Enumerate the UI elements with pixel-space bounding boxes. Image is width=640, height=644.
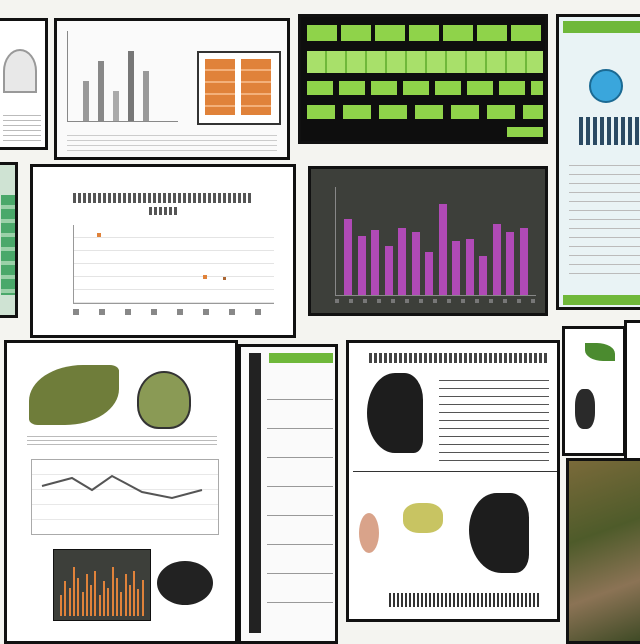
chart-subtitle-scribble [149,207,177,215]
orange-bar [94,570,97,616]
title-scribble [369,353,549,363]
purple-bar [398,228,406,295]
data-point [203,275,207,279]
tile-narrow-list-panel [238,344,338,644]
purple-bar [411,232,420,295]
x-axis-ticks [73,309,273,315]
bird-sketch [469,493,529,573]
panel-divider [353,471,557,472]
orange-bar [60,595,62,616]
purple-bar [492,223,501,295]
grasshopper-sketch [403,503,443,533]
orange-bar [111,567,114,616]
purple-bar [344,219,352,295]
tile-purple-bar-chart [308,166,548,316]
purple-bar [438,204,447,295]
orange-bar [85,574,88,616]
axis-ticks [335,299,535,303]
purple-bar [506,232,514,295]
data-point [223,277,226,280]
orange-bar [128,584,131,616]
orange-bar [64,581,67,616]
orange-bar [141,579,144,616]
sketch-image [3,49,37,93]
text-lines [27,433,217,445]
tile-terrain-photo [566,458,640,644]
orange-bar [115,577,118,616]
text-lines [3,111,41,141]
purple-bar [425,251,433,295]
tile-bird-illustration-document [346,340,560,622]
bird-silhouette [367,373,423,453]
orange-bar [103,581,105,616]
green-row-2 [307,51,543,73]
purple-bar [357,235,366,295]
orange-bar [98,595,101,616]
leaf-graphic [585,343,615,361]
stem-graphic [575,389,595,429]
purple-bar [371,230,379,295]
blue-circle-icon [589,69,623,103]
bars-group [335,187,536,296]
text-lines [569,157,640,277]
plot-area [73,225,274,304]
tile-right-edge-text-document [624,320,640,470]
tile-blue-icon-document [556,14,640,310]
purple-bar [519,228,528,295]
pod-illustration [137,371,191,429]
orange-bar [72,567,75,616]
footer-lines [67,131,277,151]
orange-bar [90,584,93,616]
tile-line-chart-with-scatter [30,164,296,338]
text-block [439,373,549,467]
orange-bar [81,591,84,616]
green-row-4 [307,105,543,119]
orange-bar [137,589,140,616]
purple-bar [452,241,460,295]
green-header [563,21,640,33]
orange-bar [133,570,136,616]
tile-plant-photo-strip [562,326,626,456]
purple-bar [465,238,474,295]
list-rows [267,371,333,631]
green-row-1 [307,25,543,41]
chart-area [67,31,178,122]
orange-bar [124,574,127,616]
orange-bar [107,588,110,616]
green-header [269,353,333,363]
tile-top-left-partial [0,18,48,150]
barcode-footer [389,593,539,607]
tile-green-spreadsheet [298,14,548,144]
line-series [41,474,203,500]
dark-divider [249,353,261,633]
orange-panel [197,51,281,125]
tile-top-bar-chart-with-orange-panel [54,18,290,160]
tile-left-edge-green-chart [0,162,18,318]
figure-sketches [359,513,379,553]
green-row-3 [307,81,543,95]
orange-bar [120,591,123,616]
purple-bar [479,256,487,295]
leaf-illustration [29,365,119,425]
orange-bar [68,588,71,616]
green-footer [563,295,640,305]
orange-bar [77,577,80,616]
chart-title-scribble [73,193,253,203]
tile-leaf-illustration-report [4,340,238,644]
orange-bar-chart [53,549,151,621]
dark-text-block [579,117,639,145]
purple-bar [384,246,393,295]
green-row-5 [307,127,543,137]
data-point [97,233,101,237]
dark-round-image [157,561,213,605]
small-line-chart [31,459,219,535]
